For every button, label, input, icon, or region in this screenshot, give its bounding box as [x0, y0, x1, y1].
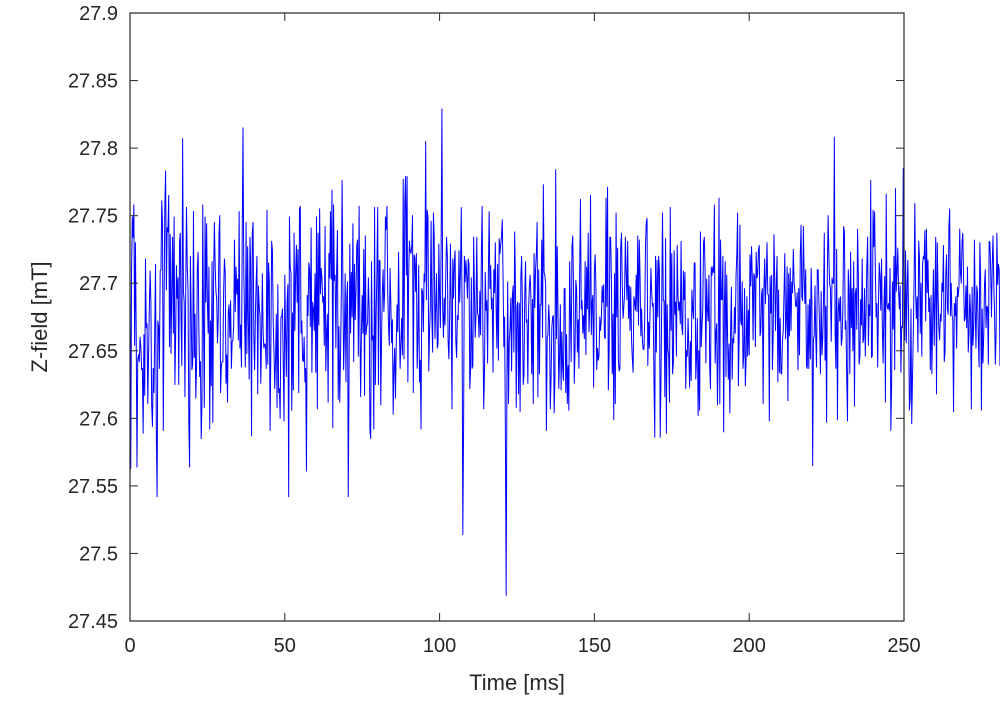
series-line-0 [129, 108, 1000, 596]
y-tick-label-9: 27.9 [79, 3, 118, 25]
y-tick-label-3: 27.6 [79, 408, 118, 430]
y-tick-label-7: 27.8 [79, 138, 118, 160]
x-tick-label-1: 50 [274, 635, 296, 657]
series-layer [129, 108, 1000, 596]
x-tick-label-3: 150 [578, 635, 611, 657]
x-tick-label-2: 100 [423, 635, 456, 657]
x-tick-label-5: 250 [887, 635, 920, 657]
y-tick-label-6: 27.75 [68, 206, 118, 228]
plot-frame [129, 12, 905, 622]
tick-labels-layer: 0 50 100 150 200 250 27.45 27.5 27.55 27.6 27.65 27… [68, 3, 921, 657]
y-tick-label-4: 27.65 [68, 341, 118, 363]
y-tick-label-8: 27.85 [68, 71, 118, 93]
x-tick-label-4: 200 [733, 635, 766, 657]
y-tick-label-5: 27.7 [79, 273, 118, 295]
y-tick-label-2: 27.55 [68, 476, 118, 498]
y-tick-label-0: 27.45 [68, 611, 118, 633]
y-axis-title: Z-field [mT] [27, 261, 52, 372]
y-tick-label-1: 27.5 [79, 543, 118, 565]
x-axis-title: Time [ms] [469, 670, 565, 695]
ticks-layer [129, 12, 905, 622]
x-tick-label-0: 0 [124, 635, 135, 657]
